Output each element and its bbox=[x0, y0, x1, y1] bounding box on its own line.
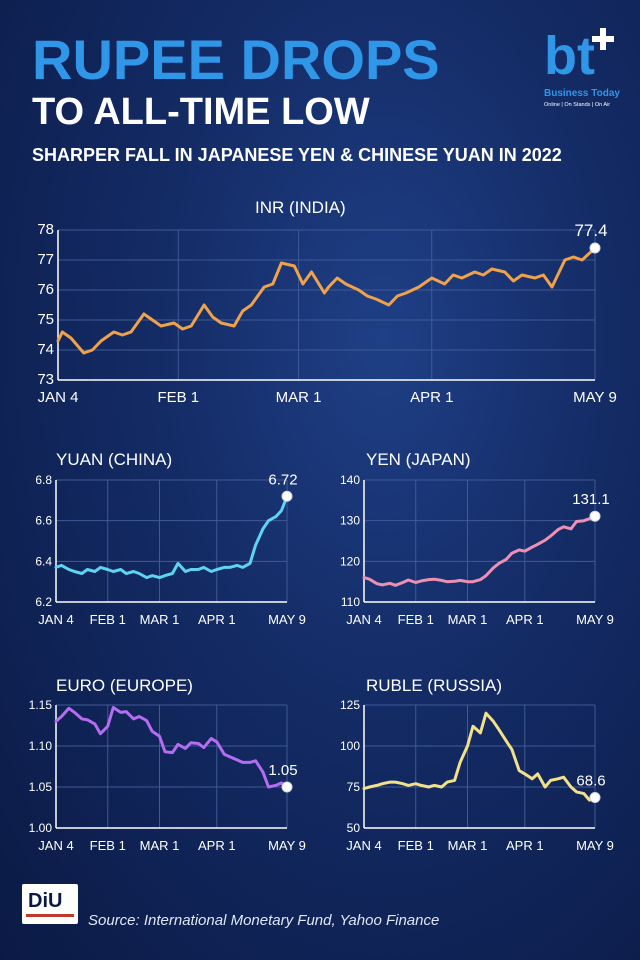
inr-end-label: 77.4 bbox=[574, 221, 607, 240]
inr-series-line bbox=[56, 246, 597, 355]
yen-y-tick-label: 130 bbox=[340, 514, 360, 528]
ruble-x-tick-label: MAR 1 bbox=[448, 838, 488, 853]
euro-y-tick-label: 1.10 bbox=[29, 739, 53, 753]
ruble-x-tick-label: JAN 4 bbox=[346, 838, 381, 853]
yuan-series-line bbox=[54, 494, 289, 580]
title-line-2: TO ALL-TIME LOW bbox=[32, 91, 370, 133]
euro-y-tick-label: 1.00 bbox=[29, 821, 53, 835]
diu-logo: DiU bbox=[22, 884, 78, 924]
inr-y-tick-label: 73 bbox=[37, 371, 54, 388]
yen-end-label: 131.1 bbox=[572, 491, 610, 508]
yen-x-tick-label: MAY 9 bbox=[576, 612, 614, 627]
logo-name: Business Today bbox=[544, 88, 620, 99]
yuan-x-tick-label: MAR 1 bbox=[140, 612, 180, 627]
ruble-y-tick-label: 125 bbox=[340, 698, 360, 712]
yuan-x-tick-label: MAY 9 bbox=[268, 612, 306, 627]
yuan-y-tick-label: 6.6 bbox=[35, 514, 52, 528]
business-today-logo: bt Business Today Online | On Stands | O… bbox=[540, 26, 620, 116]
euro-y-tick-label: 1.05 bbox=[29, 780, 53, 794]
yuan-y-tick-label: 6.4 bbox=[35, 554, 52, 568]
inr-y-tick-label: 76 bbox=[37, 281, 54, 298]
title-line-1: RUPEE DROPS bbox=[32, 28, 440, 91]
euro-x-tick-label: MAY 9 bbox=[268, 838, 306, 853]
inr-x-tick-label: FEB 1 bbox=[157, 389, 199, 406]
inr-chart-title: INR (INDIA) bbox=[255, 198, 346, 217]
yen-chart-title: YEN (JAPAN) bbox=[366, 450, 471, 469]
diu-logo-bar bbox=[26, 914, 74, 917]
euro-series-line bbox=[54, 706, 289, 789]
yen-series-line bbox=[362, 514, 597, 587]
ruble-x-tick-label: APR 1 bbox=[506, 838, 544, 853]
yuan-y-tick-label: 6.2 bbox=[35, 595, 52, 609]
yen-y-tick-label: 120 bbox=[340, 554, 360, 568]
ruble-end-label: 68.6 bbox=[576, 772, 605, 789]
yuan-x-tick-label: FEB 1 bbox=[90, 612, 126, 627]
yen-end-point bbox=[589, 510, 601, 522]
inr-x-tick-label: APR 1 bbox=[410, 389, 453, 406]
yen-y-tick-label: 140 bbox=[340, 473, 360, 487]
euro-x-tick-label: FEB 1 bbox=[90, 838, 126, 853]
inr-y-tick-label: 75 bbox=[37, 311, 54, 328]
yuan-x-tick-label: APR 1 bbox=[198, 612, 236, 627]
source-note: Source: International Monetary Fund, Yah… bbox=[88, 912, 440, 929]
euro-end-point bbox=[281, 781, 293, 793]
yen-x-tick-label: JAN 4 bbox=[346, 612, 381, 627]
logo-tagline: Online | On Stands | On Air bbox=[544, 102, 611, 108]
ruble-x-tick-label: MAY 9 bbox=[576, 838, 614, 853]
euro-x-tick-label: APR 1 bbox=[198, 838, 236, 853]
euro-end-label: 1.05 bbox=[268, 762, 297, 779]
logo-mark: bt bbox=[544, 26, 595, 86]
ruble-y-tick-label: 100 bbox=[340, 739, 360, 753]
plus-icon bbox=[592, 28, 614, 50]
euro-y-tick-label: 1.15 bbox=[29, 698, 53, 712]
inr-y-tick-label: 74 bbox=[37, 341, 54, 358]
yuan-end-point bbox=[281, 490, 293, 502]
ruble-x-tick-label: FEB 1 bbox=[398, 838, 434, 853]
yuan-y-tick-label: 6.8 bbox=[35, 473, 52, 487]
inr-x-tick-label: MAY 9 bbox=[573, 389, 617, 406]
yen-x-tick-label: FEB 1 bbox=[398, 612, 434, 627]
ruble-series-line bbox=[362, 711, 597, 802]
yen-y-tick-label: 110 bbox=[341, 595, 360, 609]
yuan-end-label: 6.72 bbox=[268, 471, 297, 488]
ruble-chart-title: RUBLE (RUSSIA) bbox=[366, 676, 503, 695]
yen-x-tick-label: APR 1 bbox=[506, 612, 544, 627]
euro-x-tick-label: JAN 4 bbox=[38, 838, 73, 853]
diu-logo-text: DiU bbox=[28, 890, 63, 912]
ruble-y-tick-label: 75 bbox=[347, 780, 361, 794]
inr-x-tick-label: JAN 4 bbox=[38, 389, 79, 406]
inr-y-tick-label: 78 bbox=[37, 221, 54, 238]
yuan-chart-title: YUAN (CHINA) bbox=[56, 450, 173, 469]
euro-x-tick-label: MAR 1 bbox=[140, 838, 180, 853]
inr-y-tick-label: 77 bbox=[37, 251, 54, 268]
ruble-y-tick-label: 50 bbox=[347, 821, 361, 835]
inr-end-point bbox=[589, 242, 601, 254]
yen-x-tick-label: MAR 1 bbox=[448, 612, 488, 627]
yuan-x-tick-label: JAN 4 bbox=[38, 612, 73, 627]
inr-x-tick-label: MAR 1 bbox=[276, 389, 322, 406]
ruble-end-point bbox=[589, 791, 601, 803]
euro-chart-title: EURO (EUROPE) bbox=[56, 676, 193, 695]
subtitle: SHARPER FALL IN JAPANESE YEN & CHINESE Y… bbox=[32, 145, 562, 165]
